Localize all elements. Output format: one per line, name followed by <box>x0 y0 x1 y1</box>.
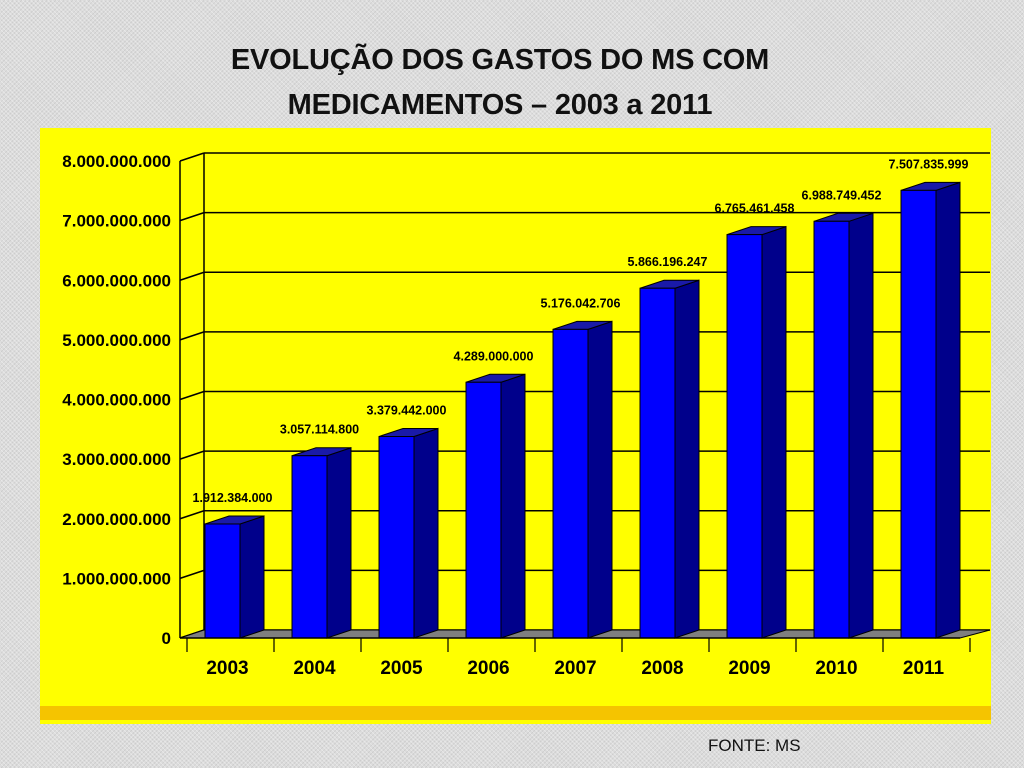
bar-side <box>674 279 700 639</box>
x-tick-label: 2007 <box>554 658 596 679</box>
gridline-depth <box>179 271 205 281</box>
y-tick-label: 2.000.000.000 <box>62 510 171 529</box>
bar-side <box>239 515 265 639</box>
gridline-depth <box>179 569 205 580</box>
bar-side <box>761 225 787 639</box>
x-tick-label: 2009 <box>728 658 770 679</box>
gridline-depth <box>179 331 205 341</box>
source-note: FONTE: MS <box>708 736 801 755</box>
bar <box>552 328 589 639</box>
chart-title-line-1: EVOLUÇÃO DOS GASTOS DO MS COM <box>230 44 770 76</box>
chart-title: EVOLUÇÃO DOS GASTOS DO MS COM MEDICAMENT… <box>0 38 1000 128</box>
x-axis: 2003 2004 2005 2006 2007 2008 2009 2010 2011 <box>180 637 971 679</box>
bar-side <box>500 373 526 639</box>
x-tick-label: 2011 <box>903 658 945 679</box>
y-tick-label: 6.000.000.000 <box>62 271 171 290</box>
data-labels: 1.912.384.000 3.057.114.800 3.379.442.000 4… <box>193 157 969 505</box>
bar-side <box>848 212 874 639</box>
data-label: 6.988.749.452 <box>802 188 882 202</box>
bar-side <box>413 427 439 639</box>
x-tick-label: 2006 <box>467 658 509 679</box>
bar <box>378 436 415 639</box>
x-tick-label: 2003 <box>206 658 248 679</box>
bar <box>900 189 937 639</box>
bar <box>726 234 763 639</box>
bar <box>291 455 328 639</box>
y-tick-label: 7.000.000.000 <box>62 212 171 231</box>
y-tick-label: 3.000.000.000 <box>62 450 171 469</box>
y-tick-label: 8.000.000.000 <box>62 152 171 171</box>
gridline-depth <box>179 450 205 460</box>
data-label: 5.866.196.247 <box>628 255 708 269</box>
chart-panel: 0 1.000.000.000 2.000.000.000 3.000.000.000… <box>40 128 991 724</box>
data-label: 7.507.835.999 <box>889 157 969 171</box>
bar-side <box>935 181 961 639</box>
y-tick-label: 4.000.000.000 <box>62 391 171 410</box>
bar-side <box>326 447 352 639</box>
y-tick-label: 1.000.000.000 <box>62 569 171 588</box>
bars <box>204 181 961 639</box>
data-label: 5.176.042.706 <box>541 296 621 310</box>
data-label: 1.912.384.000 <box>193 491 273 505</box>
data-label: 6.765.461.458 <box>715 202 795 216</box>
bar <box>465 381 502 639</box>
x-tick-label: 2004 <box>293 658 336 679</box>
gridline-depth <box>179 390 205 401</box>
x-tick-label: 2010 <box>815 658 857 679</box>
bar <box>639 287 676 639</box>
chart-bottom-band <box>40 706 991 720</box>
gridline-depth <box>179 152 205 162</box>
chart-title-line-2: MEDICAMENTOS – 2003 a 2011 <box>287 89 713 121</box>
data-label: 4.289.000.000 <box>454 349 534 363</box>
bar-chart: 0 1.000.000.000 2.000.000.000 3.000.000.000… <box>40 128 991 724</box>
data-label: 3.379.442.000 <box>367 404 447 418</box>
y-tick-label: 5.000.000.000 <box>62 331 171 350</box>
gridline-depth <box>179 510 205 520</box>
bar <box>813 220 850 639</box>
bar <box>204 523 241 639</box>
bar-side <box>587 320 613 639</box>
y-tick-label: 0 <box>162 629 171 648</box>
x-tick-label: 2005 <box>380 658 423 679</box>
x-tick-label: 2008 <box>641 658 683 679</box>
data-label: 3.057.114.800 <box>280 423 359 437</box>
gridline-depth <box>179 211 205 222</box>
